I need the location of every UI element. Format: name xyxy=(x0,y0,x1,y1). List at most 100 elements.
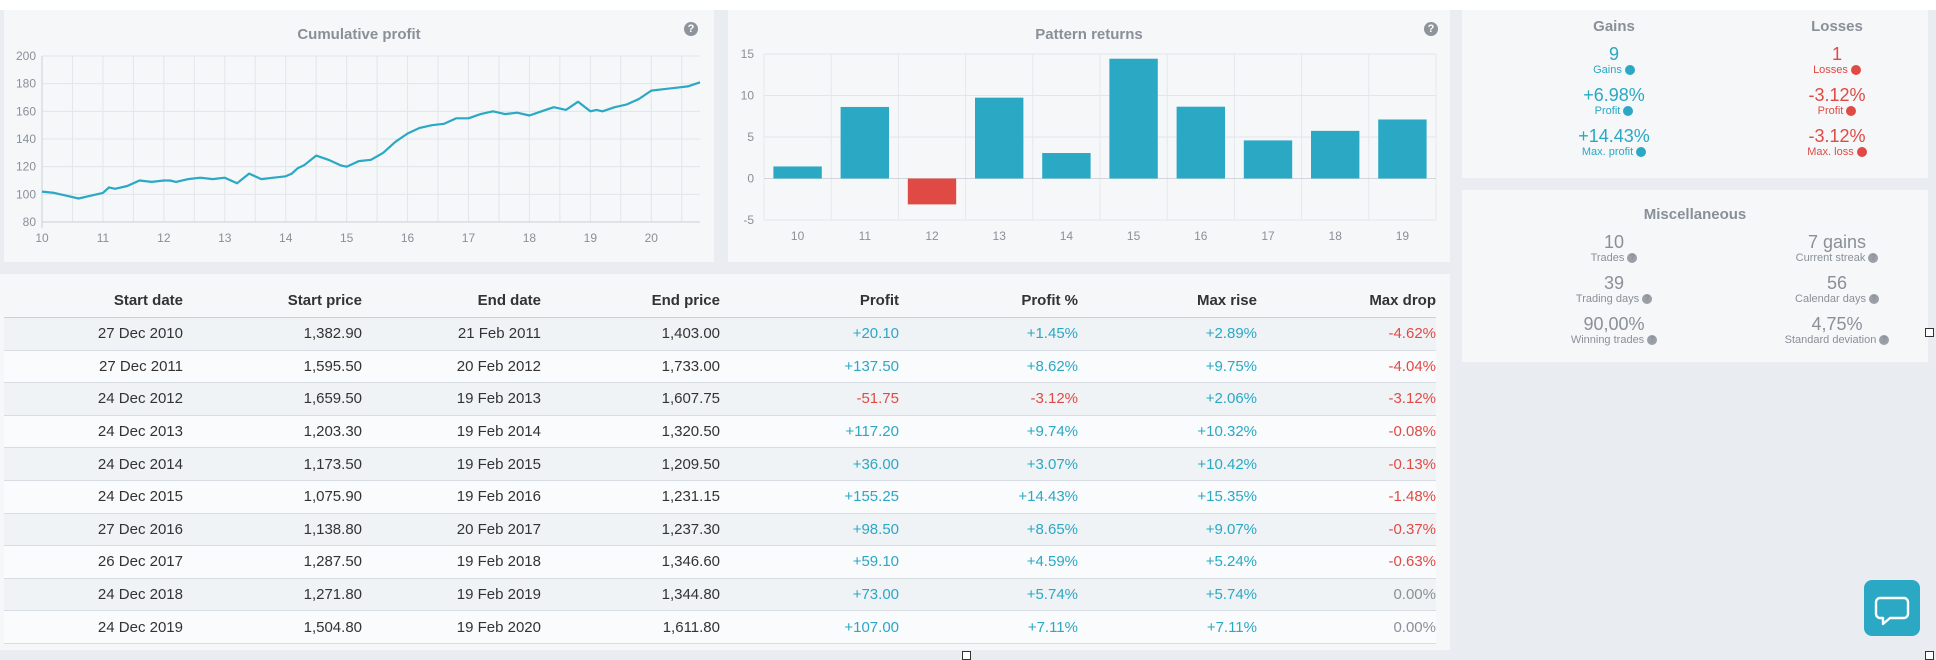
x-tick-label: 13 xyxy=(218,231,232,245)
help-icon[interactable]: ? xyxy=(1850,65,1861,75)
table-cell: -4.04% xyxy=(1388,357,1436,375)
table-cell: -3.12% xyxy=(1030,390,1078,408)
bar[interactable] xyxy=(975,97,1024,179)
bar[interactable] xyxy=(1243,140,1293,179)
help-icon[interactable]: ? xyxy=(1623,106,1634,116)
table-row: 26 Dec 2017 1,287.50 19 Feb 2018 1,346.60 +5… xyxy=(4,546,1436,579)
column-header[interactable]: Max rise xyxy=(1196,292,1257,309)
table-cell: +4.59% xyxy=(1026,553,1078,571)
table-cell: +3.07% xyxy=(1026,455,1078,473)
bar[interactable] xyxy=(1176,106,1225,179)
bar[interactable] xyxy=(1109,58,1158,179)
column-header[interactable]: Max drop xyxy=(1369,292,1436,309)
help-icon[interactable]: ? xyxy=(1627,253,1638,263)
table-cell: -51.75 xyxy=(856,390,899,408)
winning-trades-stat: 90,00% Winning trades? xyxy=(1524,314,1704,347)
std-deviation-label: Standard deviation xyxy=(1784,334,1877,346)
cumulative-help-icon[interactable]: ? xyxy=(684,22,698,36)
table-cell: +1.45% xyxy=(1026,325,1078,343)
table-cell: +59.10 xyxy=(852,553,899,571)
y-tick-label: 180 xyxy=(16,77,36,91)
table-cell: +20.10 xyxy=(852,325,899,343)
bar[interactable] xyxy=(773,166,822,179)
resize-handle[interactable] xyxy=(962,651,971,660)
table-cell: 1,595.50 xyxy=(303,357,362,375)
losses-heading: Losses xyxy=(1811,18,1863,35)
table-cell: 0.00% xyxy=(1393,618,1436,636)
bar[interactable] xyxy=(840,106,889,179)
std-deviation-value: 4,75% xyxy=(1811,314,1863,334)
miscellaneous-panel: Miscellaneous 10 Trades? 39 Trading days… xyxy=(1462,190,1928,362)
x-tick-label: 14 xyxy=(1060,229,1074,243)
help-icon[interactable]: ? xyxy=(1868,253,1879,263)
losses-count-label: Losses xyxy=(1813,64,1848,76)
table-row: 27 Dec 2011 1,595.50 20 Feb 2012 1,733.00 +1… xyxy=(4,350,1436,384)
table-cell: -3.12% xyxy=(1388,390,1436,408)
cumulative-profit-title: Cumulative profit xyxy=(297,26,421,43)
table-cell: +9.74% xyxy=(1026,423,1078,441)
current-streak-stat: 7 gains Current streak? xyxy=(1747,232,1927,265)
x-tick-label: 10 xyxy=(35,231,49,245)
table-cell: +10.42% xyxy=(1197,455,1257,473)
column-header[interactable]: Profit % xyxy=(1021,292,1078,309)
gains-profit: +6.98% xyxy=(1583,85,1645,105)
help-icon[interactable]: ? xyxy=(1647,335,1658,345)
help-icon[interactable]: ? xyxy=(1846,106,1857,116)
table-cell: +98.50 xyxy=(852,520,899,538)
table-cell: +155.25 xyxy=(844,488,899,506)
bar[interactable] xyxy=(907,178,957,205)
trading-days-stat: 39 Trading days? xyxy=(1524,273,1704,306)
pattern-returns-chart: 15 10 5 0 -5 10 11 12 13 14 15 16 17 18 19 xyxy=(741,47,1437,243)
table-cell: 1,173.50 xyxy=(303,455,362,473)
pattern-help-icon[interactable]: ? xyxy=(1424,22,1438,36)
help-icon[interactable]: ? xyxy=(1868,294,1879,304)
x-tick-label: 14 xyxy=(279,231,293,245)
chat-bubble-icon xyxy=(1874,596,1910,626)
std-deviation-stat: 4,75% Standard deviation? xyxy=(1747,314,1927,347)
trades-table: Start date Start price End date End price Pr… xyxy=(4,278,1436,644)
help-icon[interactable]: ? xyxy=(1642,294,1653,304)
table-row: 24 Dec 2014 1,173.50 19 Feb 2015 1,209.50 +3… xyxy=(4,448,1436,481)
miscellaneous-title: Miscellaneous xyxy=(1643,206,1747,223)
gains-max-stat: +14.43% Max. profit? xyxy=(1524,126,1704,159)
gains-count-stat: 9 Gains? xyxy=(1524,44,1704,77)
help-icon[interactable]: ? xyxy=(1856,147,1867,157)
table-cell: 19 Feb 2019 xyxy=(456,586,541,604)
table-cell: 1,346.60 xyxy=(661,553,720,571)
trading-days-value: 39 xyxy=(1603,273,1625,293)
table-cell: 1,271.80 xyxy=(303,586,362,604)
calendar-days-label: Calendar days xyxy=(1795,293,1866,305)
table-cell: 1,611.80 xyxy=(662,618,720,636)
table-cell: +5.74% xyxy=(1205,586,1257,604)
x-tick-label: 12 xyxy=(925,229,939,243)
cumulative-profit-chart: 200 180 160 140 120 100 80 10 11 12 13 14 15 16 17 18 19… xyxy=(16,49,701,245)
help-icon[interactable]: ? xyxy=(1636,147,1647,157)
column-header[interactable]: Start price xyxy=(287,292,362,309)
resize-handle[interactable] xyxy=(1925,328,1934,337)
column-header[interactable]: End date xyxy=(477,292,541,309)
table-cell: +2.89% xyxy=(1205,325,1257,343)
bar[interactable] xyxy=(1311,130,1360,179)
table-header-row: Start date Start price End date End price Pr… xyxy=(4,278,1436,318)
column-header[interactable]: Profit xyxy=(859,292,899,309)
table-cell: +5.24% xyxy=(1205,553,1257,571)
y-tick-label: 200 xyxy=(16,49,36,63)
help-icon[interactable]: ? xyxy=(1624,65,1635,75)
column-header[interactable]: End price xyxy=(651,292,720,309)
pattern-returns-title: Pattern returns xyxy=(1035,26,1143,43)
bar[interactable] xyxy=(1042,153,1091,179)
column-header[interactable]: Start date xyxy=(113,292,183,309)
resize-handle[interactable] xyxy=(1925,651,1934,660)
gains-losses-panel: Gains Losses 9 Gains? +6.98% Profit? +14… xyxy=(1462,10,1928,178)
table-cell: 1,075.90 xyxy=(303,488,362,506)
help-icon[interactable]: ? xyxy=(1879,335,1890,345)
table-cell: -0.63% xyxy=(1388,553,1436,571)
bar[interactable] xyxy=(1378,119,1427,179)
x-tick-label: 18 xyxy=(523,231,537,245)
chat-button[interactable] xyxy=(1864,580,1920,636)
table-cell: 1,733.00 xyxy=(661,357,720,375)
table-row: 24 Dec 2018 1,271.80 19 Feb 2019 1,344.80 +7… xyxy=(4,578,1436,612)
y-tick-label: 100 xyxy=(16,187,36,201)
table-cell: 1,607.75 xyxy=(661,390,720,408)
x-tick-label: 11 xyxy=(97,231,110,245)
